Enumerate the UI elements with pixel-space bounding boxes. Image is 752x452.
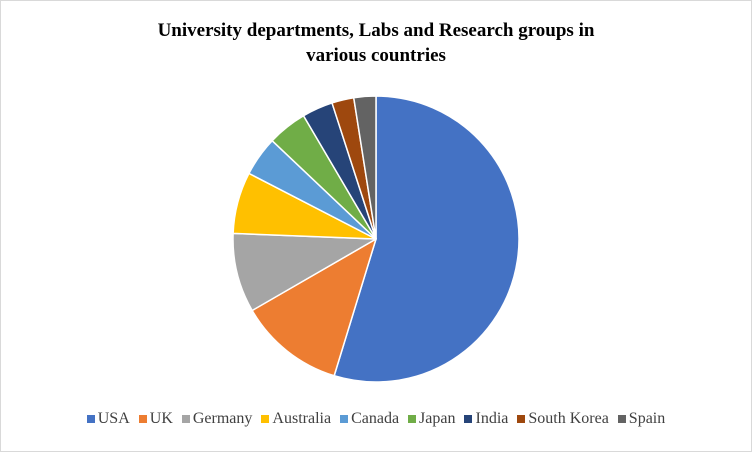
legend-swatch — [138, 415, 147, 423]
legend-swatch — [340, 415, 349, 423]
legend: USA UK Germany Australia Canada Japan India Sou… — [0, 410, 752, 428]
legend-item-spain: Spain — [617, 410, 666, 428]
legend-label: India — [475, 410, 509, 427]
legend-swatch — [181, 415, 190, 423]
legend-swatch — [464, 415, 473, 423]
legend-label: Canada — [351, 410, 400, 427]
legend-item-australia: Australia — [261, 410, 331, 428]
chart-title-line-2: various countries — [306, 45, 446, 66]
legend-swatch — [517, 415, 526, 423]
pie-slice-usa — [333, 95, 520, 383]
legend-swatch — [408, 415, 417, 423]
pie-slice-spain — [352, 95, 377, 240]
legend-swatch — [86, 415, 95, 423]
legend-item-usa: USA — [86, 410, 130, 428]
legend-label: Spain — [628, 410, 666, 427]
legend-item-germany: Germany — [181, 410, 253, 428]
legend-label: South Korea — [528, 410, 609, 427]
pie-slice-germany — [232, 232, 377, 312]
legend-label: USA — [97, 410, 130, 427]
legend-swatch — [617, 415, 626, 423]
legend-label: UK — [149, 410, 173, 427]
legend-item-south-korea: South Korea — [517, 410, 609, 428]
legend-item-india: India — [464, 410, 508, 428]
pie-slice-uk — [251, 238, 377, 377]
legend-swatch — [261, 415, 270, 423]
legend-label: Germany — [192, 410, 253, 427]
chart-title: University departments, Labs and Researc… — [0, 18, 752, 68]
legend-item-uk: UK — [138, 410, 173, 428]
legend-label: Australia — [272, 410, 332, 427]
chart-title-line-1: University departments, Labs and Researc… — [157, 20, 595, 41]
legend-item-japan: Japan — [408, 410, 455, 428]
legend-label: Japan — [419, 410, 456, 427]
legend-item-canada: Canada — [340, 410, 399, 428]
